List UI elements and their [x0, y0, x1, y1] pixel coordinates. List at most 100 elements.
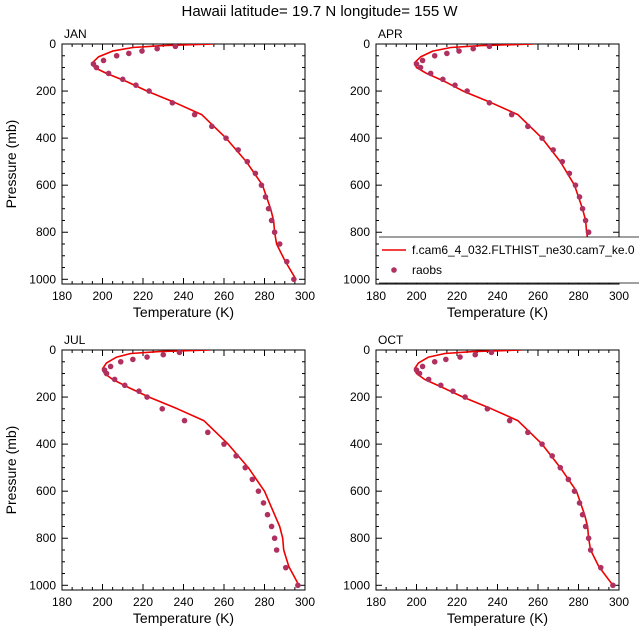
x-tick-label: 180 — [366, 289, 386, 303]
raobs-point — [431, 52, 438, 59]
chart-panel-jul: 180 200 220 240 260 280 300 0 200 400 600 800 1000 JU… — [3, 333, 315, 626]
model-series-line — [413, 350, 614, 586]
raobs-point — [276, 241, 283, 247]
raobs-point — [100, 57, 107, 64]
y-tick-label: 400 — [350, 131, 370, 145]
panel-label: APR — [378, 27, 403, 41]
y-tick-label: 800 — [36, 225, 56, 239]
raobs-point — [525, 429, 531, 436]
y-tick-label: 400 — [36, 437, 56, 451]
panel-label: OCT — [378, 333, 404, 347]
x-tick-label: 280 — [254, 595, 274, 609]
raobs-point — [105, 70, 112, 77]
raobs-point — [579, 511, 586, 518]
legend-dot-swatch — [391, 267, 397, 273]
raobs-point — [159, 406, 166, 412]
y-tick-label: 400 — [350, 437, 370, 451]
raobs-point — [525, 123, 531, 130]
y-tick-label: 200 — [350, 390, 370, 404]
raobs-point — [255, 488, 262, 494]
raobs-point — [295, 582, 301, 589]
chart-panel-apr: 180 200 220 240 260 280 300 0 200 400 600 800 1000 AP… — [343, 27, 639, 320]
plot-frame — [61, 43, 306, 285]
raobs-point — [146, 88, 152, 94]
x-tick-label: 180 — [52, 595, 72, 609]
x-axis-label: Temperature (K) — [133, 610, 234, 626]
model-series-line — [91, 44, 297, 280]
raobs-point — [271, 535, 278, 542]
x-tick-label: 240 — [173, 289, 193, 303]
raobs-point — [244, 158, 251, 165]
raobs-point — [450, 388, 456, 394]
y-tick-label: 0 — [49, 343, 56, 357]
raobs-point — [160, 351, 167, 358]
raobs-point — [416, 370, 423, 377]
raobs-point — [486, 100, 493, 106]
raobs-point — [233, 453, 239, 459]
raobs-point — [444, 50, 450, 57]
x-tick-label: 260 — [528, 289, 548, 303]
raobs-point — [585, 535, 592, 542]
y-tick-label: 600 — [36, 178, 56, 192]
raobs-point — [144, 354, 150, 360]
x-tick-label: 220 — [447, 289, 467, 303]
raobs-point — [273, 547, 280, 553]
raobs-point — [119, 76, 126, 83]
raobs-point — [582, 523, 589, 530]
raobs-point — [582, 217, 589, 224]
raobs-point — [107, 363, 114, 370]
plot-area — [413, 350, 616, 589]
raobs-point — [209, 123, 215, 130]
raobs-point — [549, 453, 555, 459]
x-tick-label: 280 — [568, 289, 588, 303]
raobs-point — [550, 147, 556, 153]
raobs-point — [126, 50, 132, 57]
raobs-point — [169, 100, 176, 106]
raobs-point — [221, 441, 227, 447]
x-tick-label: 200 — [406, 595, 426, 609]
y-tick-label: 600 — [350, 484, 370, 498]
x-tick-label: 300 — [295, 595, 315, 609]
y-tick-label: 200 — [36, 84, 56, 98]
x-tick-label: 220 — [447, 595, 467, 609]
raobs-point — [440, 76, 446, 83]
y-tick-label: 800 — [350, 531, 370, 545]
raobs-point — [472, 351, 479, 358]
x-tick-label: 280 — [568, 595, 588, 609]
x-tick-label: 220 — [133, 595, 153, 609]
raobs-point — [417, 64, 424, 71]
raobs-point — [565, 476, 572, 483]
x-axis-label: Temperature (K) — [447, 610, 548, 626]
page-title: Hawaii latitude= 19.7 N longitude= 155 W — [181, 3, 458, 20]
raobs-point — [139, 48, 145, 54]
raobs-point — [587, 547, 594, 553]
raobs-point — [262, 194, 269, 200]
raobs-point — [539, 441, 545, 447]
raobs-point — [572, 182, 579, 188]
raobs-point — [121, 382, 128, 389]
raobs-point — [136, 388, 142, 394]
raobs-point — [610, 582, 616, 589]
raobs-point — [576, 500, 583, 506]
legend-obs-label: raobs — [412, 263, 442, 277]
raobs-point — [484, 406, 491, 412]
raobs-point — [283, 258, 290, 265]
y-axis-label: Pressure (mb) — [3, 426, 19, 515]
x-tick-label: 260 — [214, 289, 234, 303]
raobs-point — [413, 61, 420, 67]
raobs-point — [579, 205, 586, 212]
raobs-point — [585, 229, 592, 236]
raobs-point — [282, 564, 289, 571]
y-tick-label: 0 — [363, 37, 370, 51]
raobs-point — [111, 376, 118, 383]
raobs-point — [508, 111, 515, 118]
raobs-point — [242, 464, 249, 471]
raobs-point — [425, 376, 432, 383]
raobs-point — [172, 44, 179, 50]
raobs-point — [181, 417, 188, 424]
raobs-point — [419, 363, 426, 370]
x-tick-label: 180 — [366, 595, 386, 609]
raobs-point — [144, 394, 150, 400]
raobs-point — [258, 182, 265, 188]
plot-area — [101, 350, 301, 589]
